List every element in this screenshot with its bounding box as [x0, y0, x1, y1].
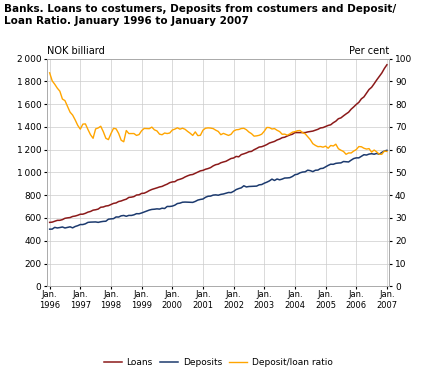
- Deposits: [70, 226, 75, 230]
- Line: Deposit/loan ratio: Deposit/loan ratio: [50, 73, 387, 154]
- Loans: [47, 220, 52, 225]
- Deposits: [364, 153, 369, 157]
- Loans: [259, 145, 264, 149]
- Text: Banks. Loans to costumers, Deposits from costumers and Deposit/
Loan Ratio. Janu: Banks. Loans to costumers, Deposits from…: [4, 4, 396, 26]
- Legend: Loans, Deposits, Deposit/loan ratio: Loans, Deposits, Deposit/loan ratio: [101, 355, 336, 367]
- Deposit/loan ratio: [279, 132, 285, 137]
- Deposit/loan ratio: [70, 113, 75, 117]
- Deposit/loan ratio: [344, 152, 349, 156]
- Deposits: [47, 227, 52, 231]
- Deposit/loan ratio: [269, 127, 274, 131]
- Deposits: [372, 152, 377, 156]
- Loans: [269, 140, 274, 144]
- Deposit/loan ratio: [47, 70, 52, 75]
- Deposits: [269, 177, 274, 181]
- Loans: [372, 81, 377, 86]
- Text: Per cent: Per cent: [349, 47, 389, 57]
- Loans: [384, 62, 389, 67]
- Deposits: [279, 177, 285, 181]
- Loans: [364, 91, 369, 95]
- Line: Loans: Loans: [50, 65, 387, 222]
- Loans: [70, 214, 75, 219]
- Loans: [279, 135, 285, 140]
- Deposits: [259, 182, 264, 187]
- Deposit/loan ratio: [374, 150, 379, 154]
- Line: Deposits: Deposits: [50, 150, 387, 229]
- Deposit/loan ratio: [259, 132, 264, 137]
- Deposit/loan ratio: [384, 149, 389, 154]
- Deposit/loan ratio: [366, 146, 372, 151]
- Text: NOK billiard: NOK billiard: [47, 47, 105, 57]
- Deposits: [384, 148, 389, 153]
